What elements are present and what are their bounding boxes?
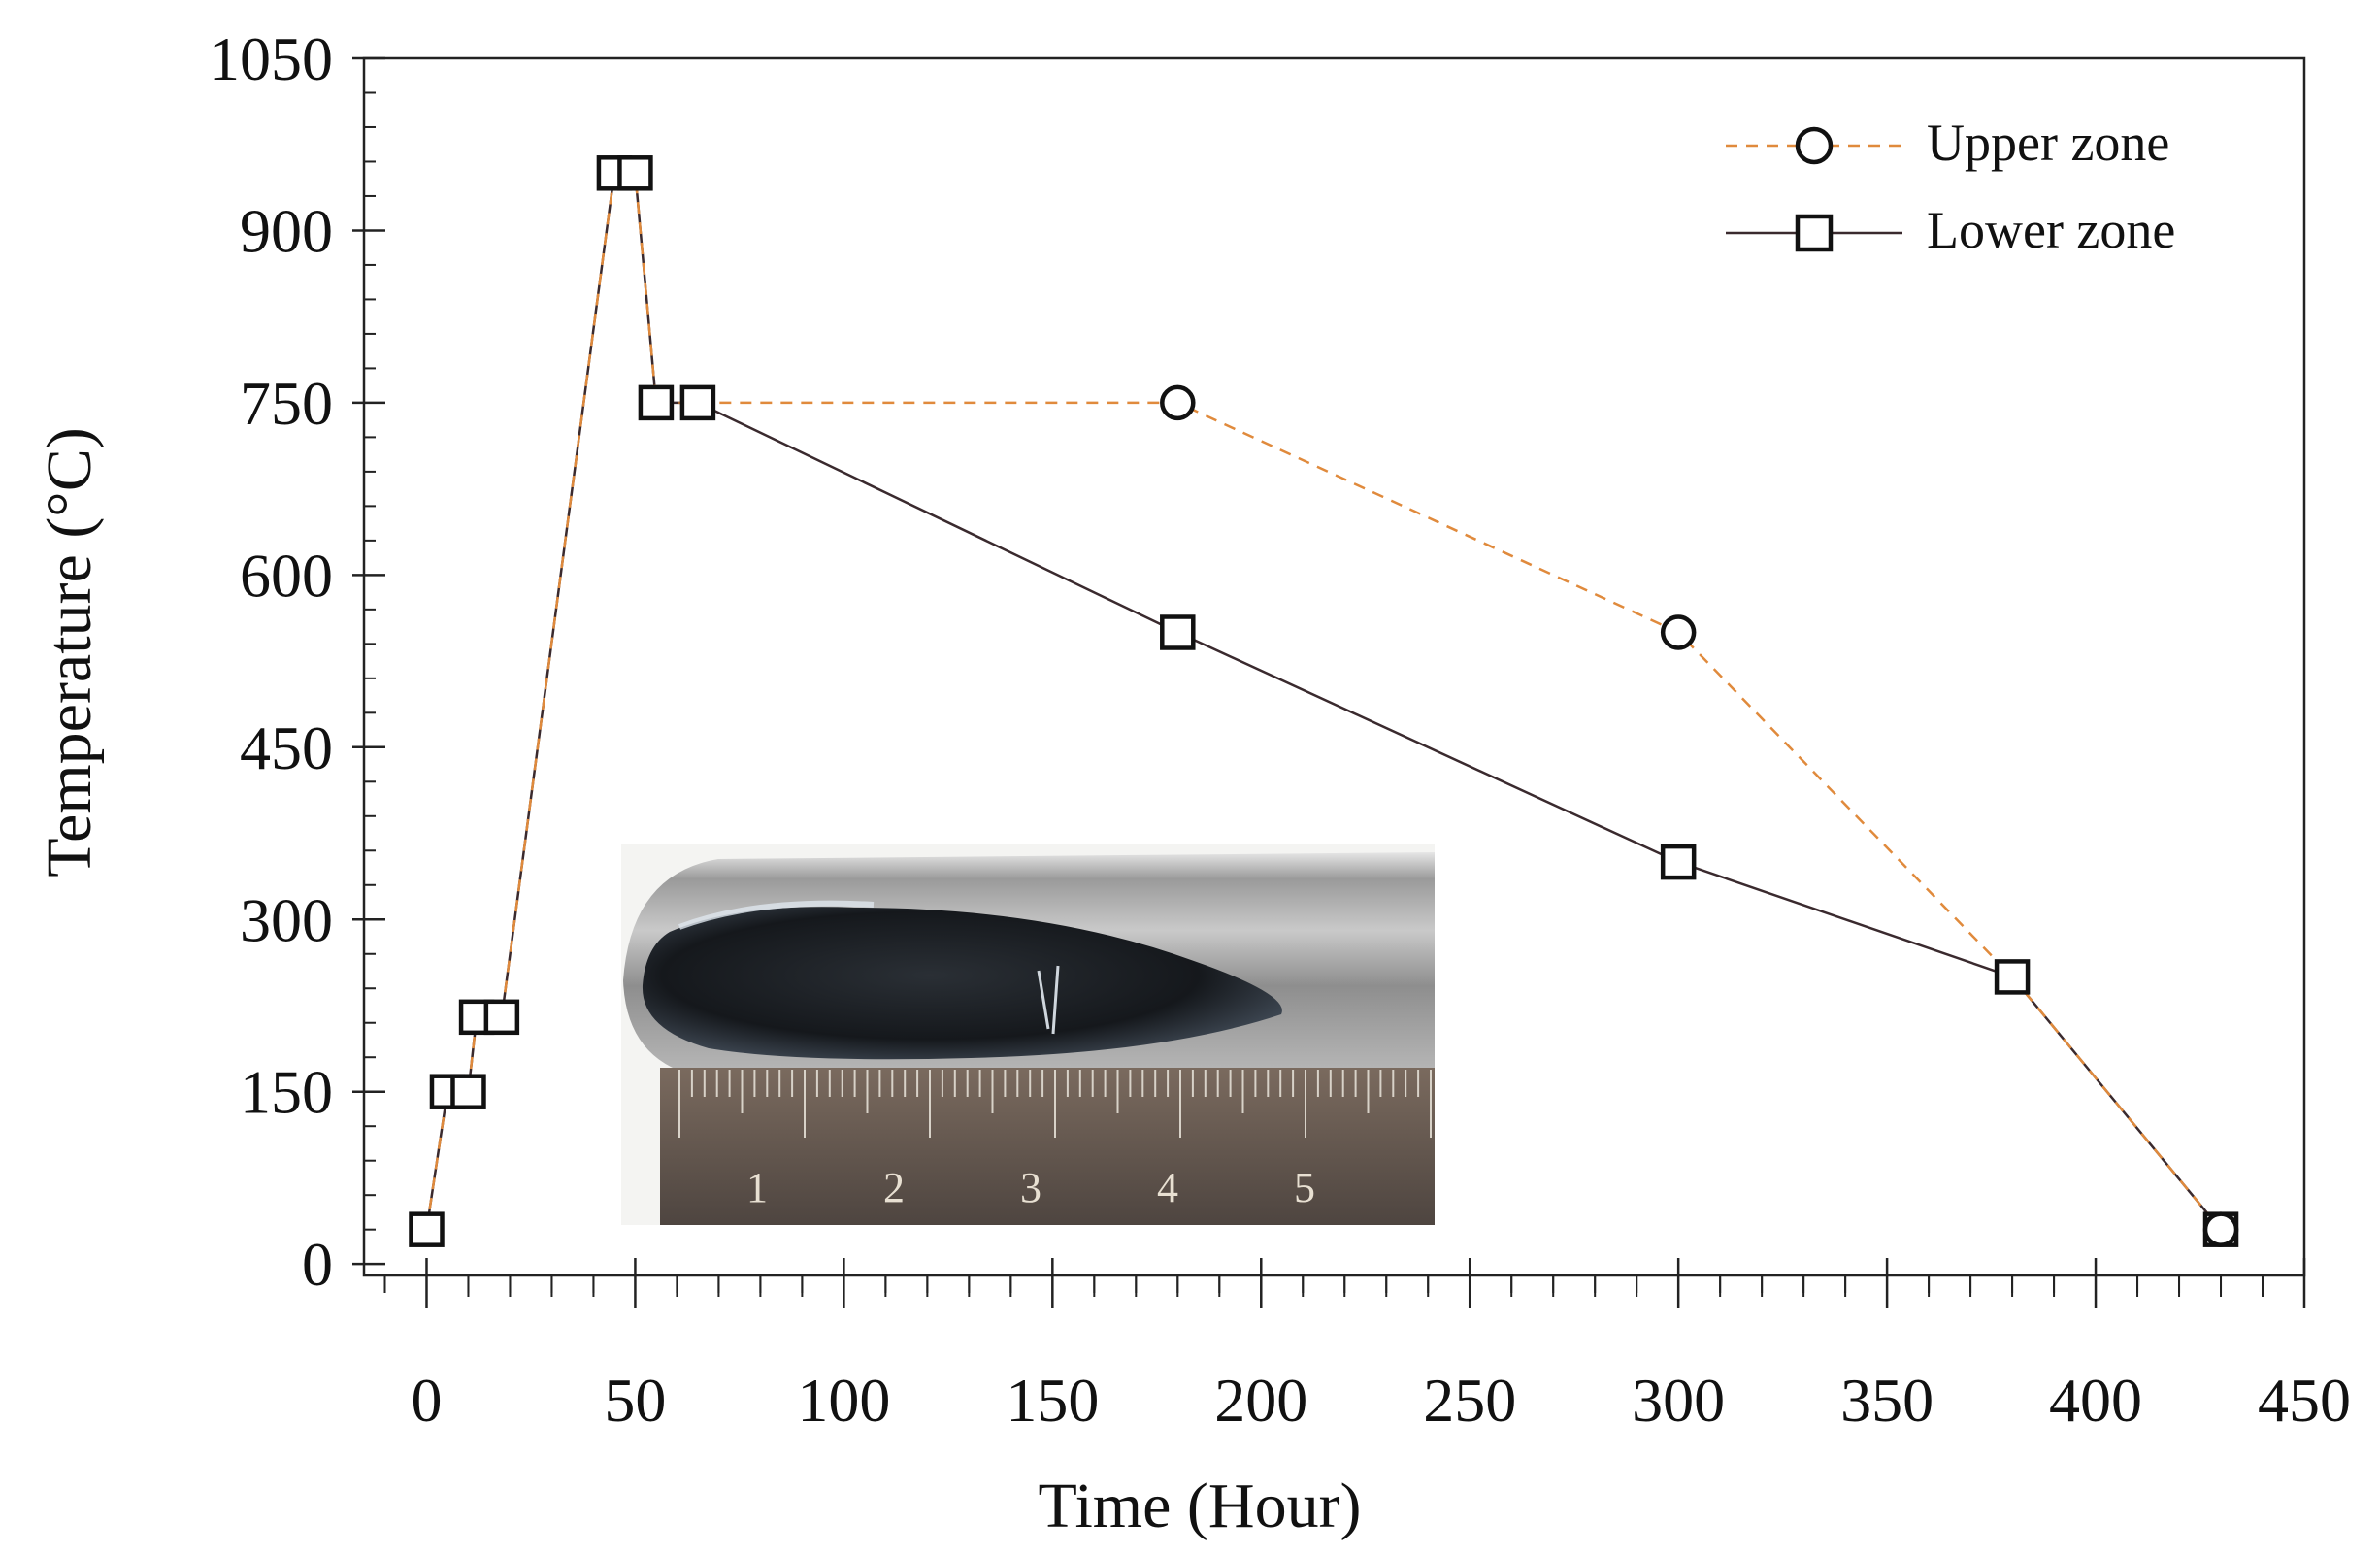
y-tick-label: 600 [240,541,333,610]
ruler-label: 1 [746,1164,768,1211]
plot-frame [362,56,2306,1277]
y-tick-label: 750 [240,369,333,438]
x-tick-label: 200 [1214,1366,1307,1435]
legend: Upper zone Lower zone [1726,114,2175,259]
inset-photo: 1 2 3 4 5 [621,844,1435,1225]
y-axis-label: Temperature (°C) [34,427,105,877]
data-point-lower [450,1074,486,1109]
ruler-labels: 1 2 3 4 5 [746,1164,1315,1211]
data-point-lower [409,1211,445,1247]
data-point-upper [1160,384,1196,421]
x-tick-label: 450 [2258,1366,2351,1435]
ruler-label: 4 [1157,1164,1178,1211]
data-point-lower [1160,614,1196,650]
legend-label-lower: Lower zone [1927,201,2175,259]
ruler-label: 2 [883,1164,905,1211]
x-axis-label: Time (Hour) [1038,1471,1361,1541]
series-layer [409,155,2239,1247]
data-point-lower [679,384,716,421]
y-axis: 0 150 300 450 600 750 900 1050 [209,24,385,1299]
data-point-lower [1994,959,2031,995]
y-tick-label: 150 [240,1058,333,1127]
ingot-crack [1037,965,1060,1035]
x-tick-label: 250 [1423,1366,1516,1435]
ruler-label: 3 [1020,1164,1041,1211]
legend-marker-square [1795,214,1834,252]
x-tick-label: 150 [1006,1366,1099,1435]
ingot-highlight [678,900,875,930]
x-tick-label: 400 [2049,1366,2142,1435]
y-tick-label: 0 [302,1230,333,1299]
data-point-lower [1660,844,1697,880]
data-point-upper [1660,614,1697,650]
ruler-label: 5 [1294,1164,1315,1211]
data-point-upper [2202,1211,2239,1247]
data-point-lower [483,999,520,1036]
data-point-lower [638,384,675,421]
x-tick-label: 350 [1840,1366,1934,1435]
ruler-ticks [678,1070,1432,1138]
crystal-ingot [642,907,1282,1060]
y-tick-label: 900 [240,196,333,265]
x-tick-label: 0 [411,1366,442,1435]
data-point-lower [617,155,653,191]
y-tick-label: 1050 [209,24,333,93]
x-tick-label: 100 [797,1366,890,1435]
x-axis: 0 50 100 150 200 250 300 350 400 450 [383,1258,2351,1435]
legend-label-upper: Upper zone [1927,114,2169,172]
legend-marker-circle [1795,126,1834,165]
x-tick-label: 300 [1632,1366,1725,1435]
y-tick-label: 300 [240,885,333,954]
y-tick-label: 450 [240,713,333,782]
x-tick-label: 50 [604,1366,666,1435]
